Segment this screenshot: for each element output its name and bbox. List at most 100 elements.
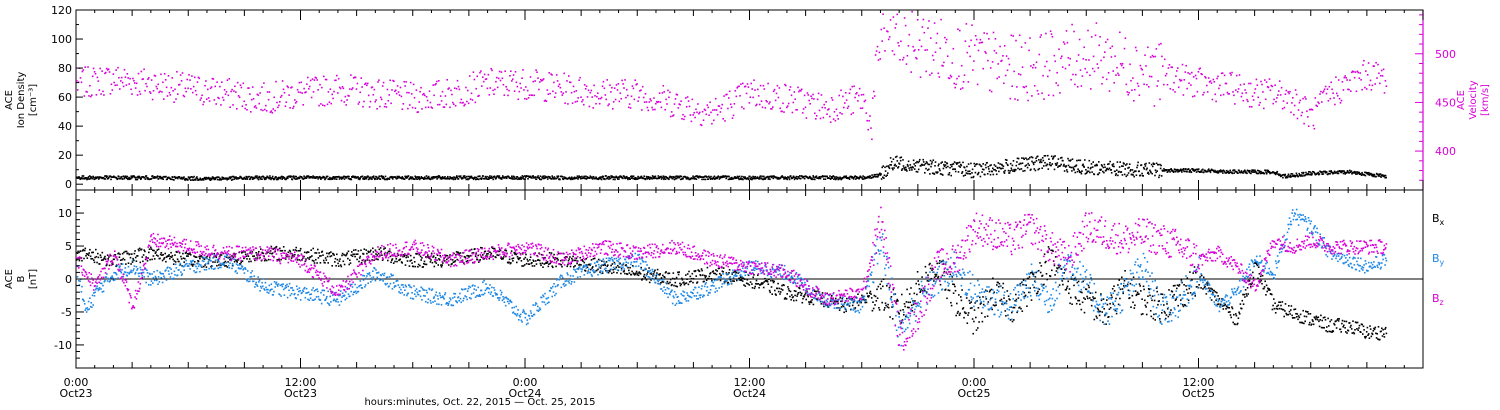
data-point-left — [664, 175, 666, 178]
data-point-Bx — [769, 291, 771, 294]
data-point-left — [775, 176, 778, 179]
data-point-left — [1265, 171, 1267, 174]
data-point-left — [548, 176, 550, 178]
data-point-right — [210, 86, 213, 88]
data-point-left — [835, 178, 838, 180]
data-point-left — [1330, 170, 1332, 172]
data-point-Bx — [279, 247, 281, 250]
data-point-left — [397, 177, 399, 179]
data-point-left — [1121, 165, 1123, 167]
data-point-right — [1025, 85, 1027, 88]
data-point-Bx — [704, 276, 707, 279]
data-point-right — [540, 78, 542, 81]
data-point-right — [158, 91, 160, 94]
data-point-Bx — [677, 271, 679, 274]
data-point-right — [1226, 91, 1229, 94]
data-point-left — [146, 178, 149, 180]
data-point-left — [226, 178, 228, 181]
data-point-right — [1056, 71, 1058, 74]
data-point-right — [1069, 57, 1071, 60]
data-point-right — [457, 85, 460, 88]
data-point-left — [470, 176, 472, 179]
data-point-right — [532, 80, 535, 83]
data-point-Bx — [573, 259, 576, 262]
data-point-left — [357, 176, 359, 178]
data-point-left — [672, 177, 674, 180]
data-point-right — [816, 98, 819, 101]
data-point-left — [1091, 166, 1094, 168]
data-point-left — [862, 178, 865, 180]
data-point-Bx — [286, 255, 288, 258]
data-point-left — [1233, 169, 1236, 171]
data-point-left — [1074, 171, 1077, 174]
data-point-left — [431, 178, 434, 180]
data-point-left — [1141, 172, 1143, 175]
data-point-left — [372, 176, 374, 179]
data-point-left — [606, 176, 609, 179]
data-point-right — [1089, 74, 1091, 77]
data-point-Bx — [557, 252, 560, 255]
data-point-Bx — [485, 253, 488, 255]
data-point-Bx — [600, 265, 603, 267]
data-point-left — [1191, 168, 1194, 170]
data-point-right — [620, 97, 622, 100]
data-point-left — [409, 177, 411, 179]
data-point-Bx — [817, 290, 819, 292]
data-point-left — [631, 175, 633, 177]
data-point-right — [1090, 88, 1092, 90]
data-point-Bx — [522, 265, 525, 267]
data-point-Bx — [627, 266, 629, 269]
data-point-right — [751, 88, 753, 90]
data-point-right — [486, 87, 489, 90]
data-point-right — [87, 66, 89, 68]
data-point-left — [100, 176, 103, 179]
data-point-left — [995, 173, 998, 176]
data-point-left — [252, 176, 254, 179]
data-point-left — [524, 178, 526, 180]
data-point-left — [734, 176, 736, 178]
data-point-left — [1195, 168, 1197, 171]
data-point-left — [768, 175, 771, 178]
data-point-Bx — [520, 260, 523, 262]
data-point-left — [727, 175, 729, 178]
data-point-left — [1088, 159, 1091, 162]
data-point-left — [1148, 162, 1151, 164]
data-point-right — [128, 83, 130, 85]
data-point-right — [1336, 95, 1339, 97]
data-point-Bx — [527, 260, 529, 262]
data-point-Bx — [441, 264, 443, 266]
data-point-Bx — [295, 246, 297, 249]
data-point-right — [1317, 101, 1319, 103]
data-point-left — [193, 175, 195, 178]
data-point-right — [1183, 79, 1186, 81]
data-point-Bx — [561, 265, 563, 268]
data-point-right — [1042, 74, 1044, 77]
data-point-Bx — [129, 253, 131, 255]
data-point-left — [495, 176, 498, 178]
data-point-Bx — [81, 259, 83, 262]
data-point-left — [369, 178, 371, 180]
data-point-right — [886, 30, 888, 32]
data-point-right — [670, 111, 673, 113]
data-point-Bx — [777, 290, 780, 293]
data-point-left — [1277, 173, 1280, 176]
data-point-Bx — [357, 250, 360, 252]
data-point-right — [1125, 83, 1128, 86]
data-point-Bx — [569, 256, 571, 258]
data-point-left — [937, 164, 940, 167]
data-point-left — [282, 177, 284, 179]
data-point-right — [856, 92, 858, 94]
data-point-right — [181, 72, 184, 74]
data-point-left — [863, 176, 865, 178]
data-point-right — [279, 101, 281, 103]
data-point-left — [232, 178, 234, 181]
data-point-right — [1085, 59, 1087, 61]
data-point-Bx — [97, 256, 100, 259]
data-point-left — [1077, 159, 1080, 162]
data-point-Bx — [224, 265, 226, 267]
data-point-left — [319, 177, 322, 179]
data-point-right — [1379, 82, 1381, 85]
data-point-left — [924, 172, 926, 174]
data-point-Bx — [254, 259, 256, 262]
data-point-left — [1135, 170, 1137, 172]
